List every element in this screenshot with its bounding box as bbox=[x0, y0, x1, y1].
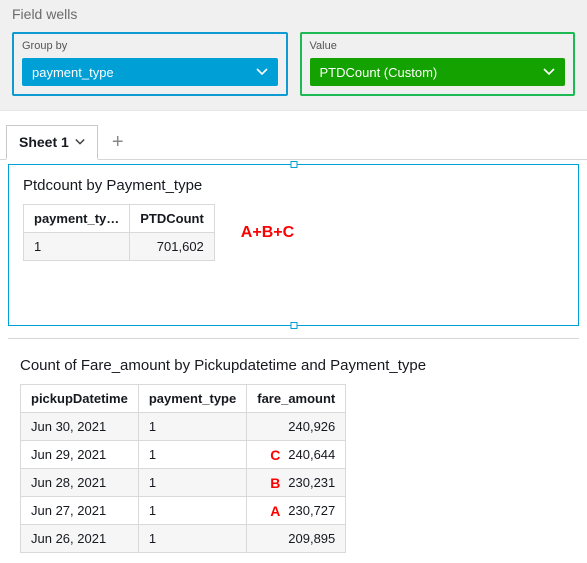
ptdcount-visual: Ptdcount by Payment_type payment_ty… PTD… bbox=[9, 165, 578, 273]
cell-payment-type: 1 bbox=[138, 413, 246, 441]
cell-payment-type: 1 bbox=[138, 469, 246, 497]
table-row: Jun 26, 20211209,895 bbox=[21, 525, 346, 553]
col-header[interactable]: payment_ty… bbox=[24, 205, 130, 233]
ptdcount-table: payment_ty… PTDCount 1 701,602 bbox=[23, 204, 215, 261]
cell-fare-amount: B230,231 bbox=[247, 469, 346, 497]
chevron-down-icon bbox=[256, 66, 268, 78]
cell-payment-type: 1 bbox=[138, 497, 246, 525]
sheet-tabs: Sheet 1 + bbox=[0, 125, 587, 160]
table-row: Jun 30, 20211240,926 bbox=[21, 413, 346, 441]
field-wells-title: Field wells bbox=[12, 6, 577, 22]
row-letter-annotation: C bbox=[270, 447, 280, 463]
group-by-well: Group by payment_type bbox=[12, 32, 288, 96]
field-wells-row: Group by payment_type Value PTDCount (Cu… bbox=[10, 32, 577, 96]
fare-amount-title: Count of Fare_amount by Pickupdatetime a… bbox=[20, 357, 567, 374]
group-by-chip-text: payment_type bbox=[32, 65, 114, 80]
table-row: Jun 29, 20211C240,644 bbox=[21, 441, 346, 469]
formula-annotation: A+B+C bbox=[241, 224, 294, 242]
chevron-down-icon bbox=[75, 137, 85, 147]
col-header[interactable]: fare_amount bbox=[247, 385, 346, 413]
cell-pickup-datetime: Jun 28, 2021 bbox=[21, 469, 139, 497]
visual-selection-frame[interactable]: Ptdcount by Payment_type payment_ty… PTD… bbox=[8, 164, 579, 326]
value-label: Value bbox=[310, 40, 566, 52]
cell-fare-amount: 240,926 bbox=[247, 413, 346, 441]
chevron-down-icon bbox=[543, 66, 555, 78]
resize-handle-bottom[interactable] bbox=[290, 322, 297, 329]
ptdcount-title: Ptdcount by Payment_type bbox=[23, 177, 564, 194]
fare-amount-visual: Count of Fare_amount by Pickupdatetime a… bbox=[8, 338, 579, 563]
cell-fare-amount: A230,727 bbox=[247, 497, 346, 525]
col-header[interactable]: PTDCount bbox=[130, 205, 215, 233]
table-row: Jun 28, 20211B230,231 bbox=[21, 469, 346, 497]
col-header[interactable]: payment_type bbox=[138, 385, 246, 413]
cell-fare-amount: 209,895 bbox=[247, 525, 346, 553]
group-by-chip[interactable]: payment_type bbox=[22, 58, 278, 86]
value-well: Value PTDCount (Custom) bbox=[300, 32, 576, 96]
resize-handle-top[interactable] bbox=[290, 161, 297, 168]
cell-pickup-datetime: Jun 27, 2021 bbox=[21, 497, 139, 525]
cell-payment-type: 1 bbox=[24, 233, 130, 261]
table-row: 1 701,602 bbox=[24, 233, 215, 261]
cell-pickup-datetime: Jun 30, 2021 bbox=[21, 413, 139, 441]
row-letter-annotation: A bbox=[270, 503, 280, 519]
field-wells-bar: Field wells Group by payment_type Value … bbox=[0, 0, 587, 111]
add-sheet-button[interactable]: + bbox=[104, 128, 132, 156]
sheet-tab-label: Sheet 1 bbox=[19, 134, 69, 150]
cell-pickup-datetime: Jun 29, 2021 bbox=[21, 441, 139, 469]
cell-payment-type: 1 bbox=[138, 525, 246, 553]
fare-amount-table: pickupDatetime payment_type fare_amount … bbox=[20, 384, 346, 553]
cell-pickup-datetime: Jun 26, 2021 bbox=[21, 525, 139, 553]
cell-ptdcount: 701,602 bbox=[130, 233, 215, 261]
row-letter-annotation: B bbox=[270, 475, 280, 491]
cell-payment-type: 1 bbox=[138, 441, 246, 469]
sheet-tab[interactable]: Sheet 1 bbox=[6, 125, 98, 160]
cell-fare-amount: C240,644 bbox=[247, 441, 346, 469]
col-header[interactable]: pickupDatetime bbox=[21, 385, 139, 413]
value-chip-text: PTDCount (Custom) bbox=[320, 65, 438, 80]
value-chip[interactable]: PTDCount (Custom) bbox=[310, 58, 566, 86]
group-by-label: Group by bbox=[22, 40, 278, 52]
table-row: Jun 27, 20211A230,727 bbox=[21, 497, 346, 525]
